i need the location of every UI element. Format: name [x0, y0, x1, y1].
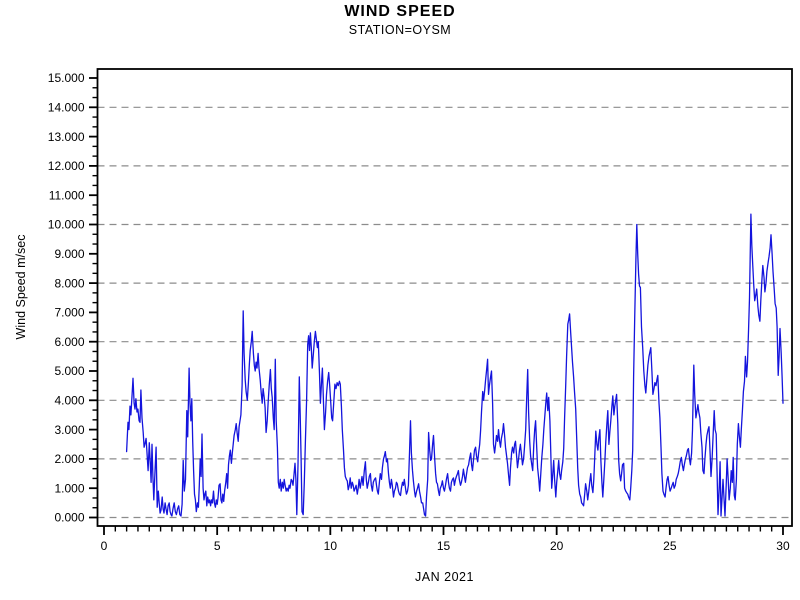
y-tick-label: 1.000 [54, 481, 84, 495]
y-tick-label: 3.000 [54, 423, 84, 437]
x-tick-label: 20 [550, 539, 564, 553]
x-tick-label: 15 [437, 539, 451, 553]
y-tick-label: 13.000 [48, 130, 85, 144]
x-axis-ticks [103, 526, 784, 535]
x-tick-label: 5 [214, 539, 221, 553]
gridlines [97, 106, 792, 519]
y-tick-label: 4.000 [54, 394, 84, 408]
y-axis-tick-labels: 0.000 1.000 2.000 3.000 4.000 5.000 6.000 7.000… [48, 71, 85, 525]
wind-speed-series-line [125, 213, 784, 517]
chart-subtitle: STATION=OYSM [348, 23, 452, 37]
y-tick-label: 11.000 [49, 188, 85, 202]
y-tick-label: 14.000 [48, 101, 85, 115]
y-axis-title: Wind Speed m/sec [14, 234, 28, 340]
x-tick-label: 30 [776, 539, 790, 553]
y-tick-label: 5.000 [54, 364, 84, 378]
chart-title: WIND SPEED [344, 3, 456, 20]
y-tick-label: 12.000 [48, 159, 85, 173]
y-axis-ticks [89, 77, 98, 519]
x-tick-label: 0 [101, 539, 108, 553]
y-tick-label: 0.000 [54, 511, 84, 525]
x-axis-title: JAN 2021 [415, 570, 474, 584]
y-tick-label: 2.000 [54, 452, 84, 466]
x-axis-tick-labels: 0 5 10 15 20 25 30 [101, 539, 790, 553]
y-tick-label: 15.000 [48, 71, 85, 85]
y-tick-label: 8.000 [54, 276, 84, 290]
x-tick-label: 25 [663, 539, 677, 553]
y-tick-label: 9.000 [54, 247, 84, 261]
y-tick-label: 7.000 [54, 306, 84, 320]
y-tick-label: 10.000 [48, 218, 85, 232]
x-tick-label: 10 [324, 539, 338, 553]
plot-frame [96, 68, 793, 527]
y-tick-label: 6.000 [54, 335, 84, 349]
